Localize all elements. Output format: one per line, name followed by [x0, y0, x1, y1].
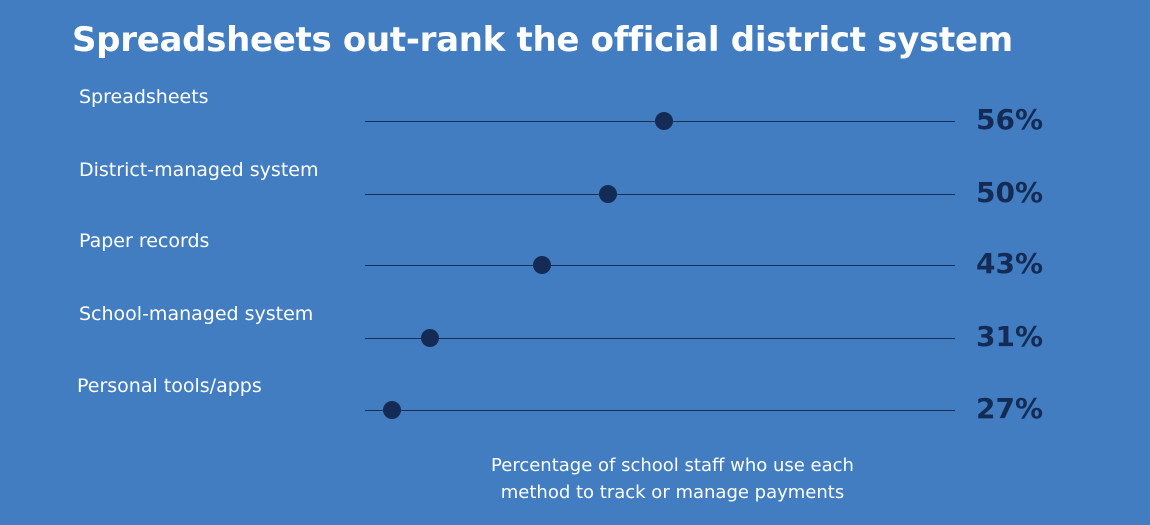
- category-label: Spreadsheets: [79, 86, 209, 108]
- value-label: 27%: [976, 392, 1044, 425]
- value-label: 43%: [976, 247, 1044, 280]
- category-label: School-managed system: [79, 303, 314, 325]
- value-label: 56%: [976, 103, 1044, 136]
- value-label: 50%: [976, 176, 1044, 209]
- data-point: [654, 112, 673, 130]
- track-line: [365, 410, 955, 411]
- category-label: Personal tools/apps: [77, 375, 262, 397]
- caption-line: Percentage of school staff who use each: [491, 455, 854, 476]
- data-point: [533, 256, 552, 274]
- caption-line: method to track or manage payments: [500, 482, 845, 503]
- track-line: [365, 194, 955, 195]
- category-label: District-managed system: [79, 159, 319, 181]
- data-point: [420, 329, 439, 347]
- data-point: [598, 185, 617, 203]
- value-label: 31%: [976, 320, 1044, 353]
- category-label: Paper records: [79, 230, 210, 252]
- track-line: [365, 265, 955, 266]
- data-point: [383, 401, 402, 419]
- track-line: [365, 338, 955, 339]
- chart-title: Spreadsheets out-rank the official distr…: [72, 20, 1013, 60]
- chart-caption: Percentage of school staff who use each …: [445, 452, 900, 506]
